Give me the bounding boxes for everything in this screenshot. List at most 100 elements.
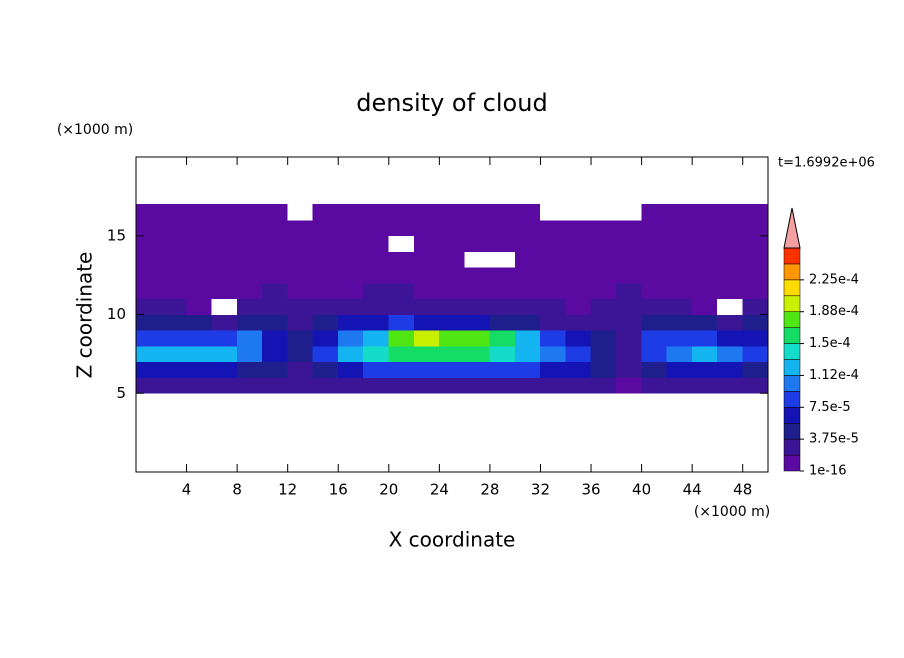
contour-cell bbox=[590, 266, 617, 284]
contour-cell bbox=[742, 345, 769, 363]
contour-cell bbox=[211, 282, 238, 300]
x-tick-label: 4 bbox=[182, 481, 192, 499]
contour-cell bbox=[160, 235, 187, 252]
contour-cell bbox=[337, 235, 364, 252]
contour-cell bbox=[742, 377, 769, 394]
contour-cell bbox=[135, 235, 162, 252]
contour-cell bbox=[717, 345, 744, 363]
contour-cell bbox=[337, 298, 364, 315]
contour-cell bbox=[413, 219, 440, 237]
contour-cell bbox=[514, 345, 541, 363]
contour-cell bbox=[514, 203, 541, 221]
contour-cell bbox=[641, 251, 668, 268]
contour-cell bbox=[691, 345, 718, 363]
contour-cell bbox=[742, 282, 769, 300]
contour-cell bbox=[262, 377, 288, 394]
contour-cell bbox=[717, 235, 744, 252]
contour-cell bbox=[337, 219, 364, 237]
contour-cell bbox=[590, 282, 617, 300]
contour-cell bbox=[514, 282, 541, 300]
x-tick-label: 36 bbox=[581, 481, 600, 499]
contour-cell bbox=[540, 282, 567, 300]
contour-cell bbox=[464, 282, 491, 300]
contour-cell bbox=[186, 377, 213, 394]
contour-cell bbox=[262, 361, 288, 378]
contour-cell bbox=[135, 361, 162, 378]
contour-cell bbox=[616, 298, 642, 315]
contour-cell bbox=[641, 203, 668, 221]
contour-cell bbox=[236, 314, 263, 331]
contour-cell bbox=[439, 329, 465, 347]
contour-cell bbox=[337, 345, 364, 363]
contour-cell bbox=[186, 345, 213, 363]
chart-title: density of cloud bbox=[356, 89, 547, 117]
contour-cell bbox=[489, 329, 516, 347]
contour-cell bbox=[363, 377, 390, 394]
contour-cell bbox=[388, 329, 415, 347]
contour-cell bbox=[363, 203, 390, 221]
contour-cell bbox=[160, 314, 187, 331]
contour-cell bbox=[514, 361, 541, 378]
contour-cell bbox=[413, 235, 440, 252]
contour-cell bbox=[464, 266, 491, 284]
contour-cell bbox=[363, 266, 390, 284]
contour-cell bbox=[186, 329, 213, 347]
contour-cell bbox=[565, 219, 592, 237]
contour-cell bbox=[312, 377, 339, 394]
contour-cell bbox=[312, 345, 339, 363]
contour-cell bbox=[186, 266, 213, 284]
contour-cell bbox=[641, 235, 668, 252]
contour-cell bbox=[211, 235, 238, 252]
contour-cell bbox=[666, 235, 693, 252]
contour-cell bbox=[262, 282, 288, 300]
contour-cell bbox=[616, 314, 642, 331]
colorbar-band bbox=[783, 359, 801, 376]
contour-cell bbox=[742, 219, 769, 237]
contour-cell bbox=[388, 377, 415, 394]
contour-cell bbox=[160, 251, 187, 268]
contour-cell bbox=[135, 219, 162, 237]
contour-cell bbox=[211, 251, 238, 268]
contour-cell bbox=[287, 314, 314, 331]
contour-cell bbox=[439, 251, 465, 268]
contour-cell bbox=[236, 377, 263, 394]
contour-cell bbox=[236, 298, 263, 315]
colorbar-band bbox=[783, 407, 801, 424]
contour-cell bbox=[160, 361, 187, 378]
contour-cell bbox=[464, 361, 491, 378]
contour-cell bbox=[337, 361, 364, 378]
contour-cell bbox=[287, 251, 314, 268]
y-axis-label: Z coordinate bbox=[73, 252, 97, 379]
contour-cell bbox=[413, 377, 440, 394]
contour-cell bbox=[717, 361, 744, 378]
contour-cell bbox=[312, 298, 339, 315]
contour-cell bbox=[565, 298, 592, 315]
contour-cell bbox=[363, 314, 390, 331]
contour-cell bbox=[641, 219, 668, 237]
contour-cell bbox=[160, 329, 187, 347]
contour-cell bbox=[337, 266, 364, 284]
colorbar-tick-label: 1.88e-4 bbox=[809, 304, 859, 319]
colorbar-band bbox=[783, 279, 801, 297]
contour-cell bbox=[717, 266, 744, 284]
contour-cell bbox=[565, 361, 592, 378]
contour-cell bbox=[186, 282, 213, 300]
contour-cell bbox=[514, 219, 541, 237]
contour-cell bbox=[211, 329, 238, 347]
contour-cell bbox=[337, 251, 364, 268]
plot-frame bbox=[135, 156, 769, 473]
contour-cell bbox=[742, 266, 769, 284]
contour-cell bbox=[186, 251, 213, 268]
contour-cell bbox=[439, 377, 465, 394]
contour-cell bbox=[337, 329, 364, 347]
contour-cell bbox=[160, 219, 187, 237]
x-tick-label: 24 bbox=[430, 481, 449, 499]
contour-cell bbox=[565, 345, 592, 363]
contour-cell bbox=[565, 329, 592, 347]
contour-cell bbox=[439, 314, 465, 331]
contour-cell bbox=[413, 266, 440, 284]
contour-cell bbox=[590, 314, 617, 331]
contour-cell bbox=[388, 251, 415, 268]
y-tick-label: 10 bbox=[107, 305, 126, 323]
contour-cell bbox=[514, 377, 541, 394]
